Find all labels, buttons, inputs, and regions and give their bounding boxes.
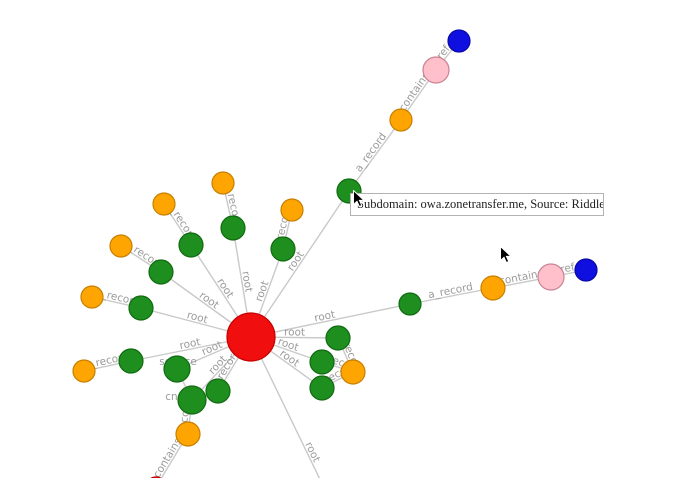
graph-edge (250, 190, 350, 338)
node-subdomain[interactable] (148, 259, 174, 285)
edge-label: root (302, 440, 322, 464)
node-address[interactable] (340, 359, 366, 385)
node-subdomain[interactable] (205, 378, 231, 404)
node-as[interactable] (574, 258, 598, 282)
edge-label: root (277, 347, 301, 369)
edge-label: root (284, 326, 305, 338)
node-subdomain[interactable] (118, 348, 144, 374)
node-address[interactable] (175, 421, 201, 447)
edge-label: root (186, 309, 209, 326)
node-subdomain[interactable] (309, 375, 335, 401)
node-as[interactable] (447, 29, 471, 53)
mouse-cursor-icon (353, 189, 367, 214)
node-address[interactable] (480, 275, 506, 301)
hover-tooltip: Subdomain: owa.zonetransfer.me, Source: … (350, 193, 604, 216)
edge-label: root (179, 336, 202, 352)
node-netblock[interactable] (422, 56, 450, 84)
node-subdomain[interactable] (177, 385, 207, 415)
node-address[interactable] (389, 108, 413, 132)
node-subdomain[interactable] (128, 295, 154, 321)
graph-edge (250, 336, 321, 478)
mouse-cursor-icon (500, 245, 514, 270)
node-address[interactable] (80, 285, 104, 309)
edge-label: root (313, 309, 336, 325)
node-subdomain[interactable] (270, 236, 296, 262)
graph-edge (409, 287, 494, 305)
node-subdomain[interactable] (309, 349, 335, 375)
node-address[interactable] (72, 359, 96, 383)
node-subdomain[interactable] (220, 215, 246, 241)
edge-label: root (197, 289, 221, 311)
edge-label: a_record (427, 281, 474, 301)
edge-label: root (253, 279, 271, 303)
node-subdomain[interactable] (398, 292, 422, 316)
edge-label: a_record (353, 131, 389, 175)
edge-label: root (214, 276, 236, 300)
graph-edge (348, 119, 402, 192)
graph-edge (250, 303, 411, 338)
node-subdomain[interactable] (178, 232, 204, 258)
node-netblock[interactable] (537, 263, 565, 291)
node-address[interactable] (152, 192, 176, 216)
node-address[interactable] (109, 234, 133, 258)
node-domain[interactable] (226, 312, 276, 362)
node-address[interactable] (280, 198, 304, 222)
node-subdomain[interactable] (163, 355, 191, 383)
node-subdomain[interactable] (325, 325, 351, 351)
node-address[interactable] (211, 171, 235, 195)
edge-label: root (239, 270, 254, 293)
